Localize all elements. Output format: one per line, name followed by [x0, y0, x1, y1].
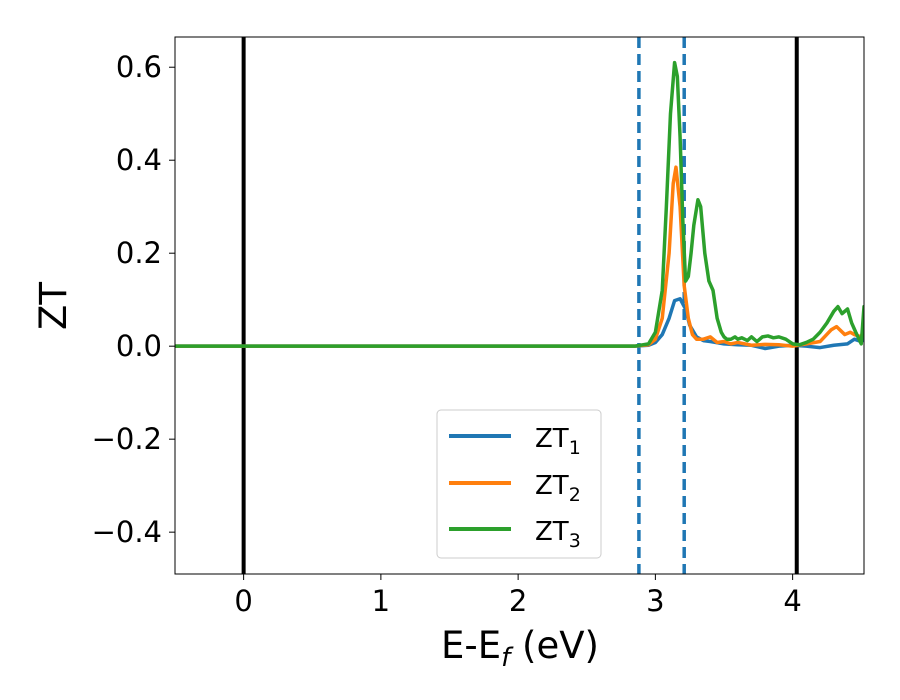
legend-label-zt2: ZT2: [535, 471, 581, 506]
x-tick-label: 2: [509, 584, 527, 618]
y-tick-label: 0.2: [116, 236, 162, 270]
y-tick-label: 0.4: [116, 143, 162, 177]
y-tick-label: 0.6: [116, 50, 162, 84]
y-tick-label: −0.4: [92, 515, 162, 549]
reference-lines: [241, 37, 799, 574]
axes-border: [174, 36, 865, 575]
x-axis-label-unit: (eV): [510, 624, 599, 667]
legend-label-zt3: ZT3: [535, 517, 581, 552]
x-axis-label-main: E-E: [441, 624, 501, 667]
series-line-zt3: [175, 60, 864, 348]
x-tick-label: 1: [372, 584, 390, 618]
axes-frame: [174, 36, 865, 575]
series-line-zt2: [175, 165, 864, 348]
x-tick-label: 3: [646, 584, 664, 618]
axis-ticks: 0 1 2 3 4 −0.4 −0.2 0.0 0.2 0.4 0.6: [92, 50, 802, 618]
x-tick-label: 0: [234, 584, 252, 618]
series-lines: [175, 60, 864, 351]
y-tick-label: 0.0: [116, 329, 162, 363]
y-axis-label: ZT: [32, 282, 75, 330]
x-axis-label: E-Ef (eV): [441, 624, 599, 673]
x-tick-label: 4: [783, 584, 801, 618]
legend-label-zt1: ZT1: [535, 424, 581, 459]
legend: ZT1 ZT2 ZT3: [436, 409, 602, 559]
y-tick-label: −0.2: [92, 422, 162, 456]
legend-box: [436, 409, 602, 559]
